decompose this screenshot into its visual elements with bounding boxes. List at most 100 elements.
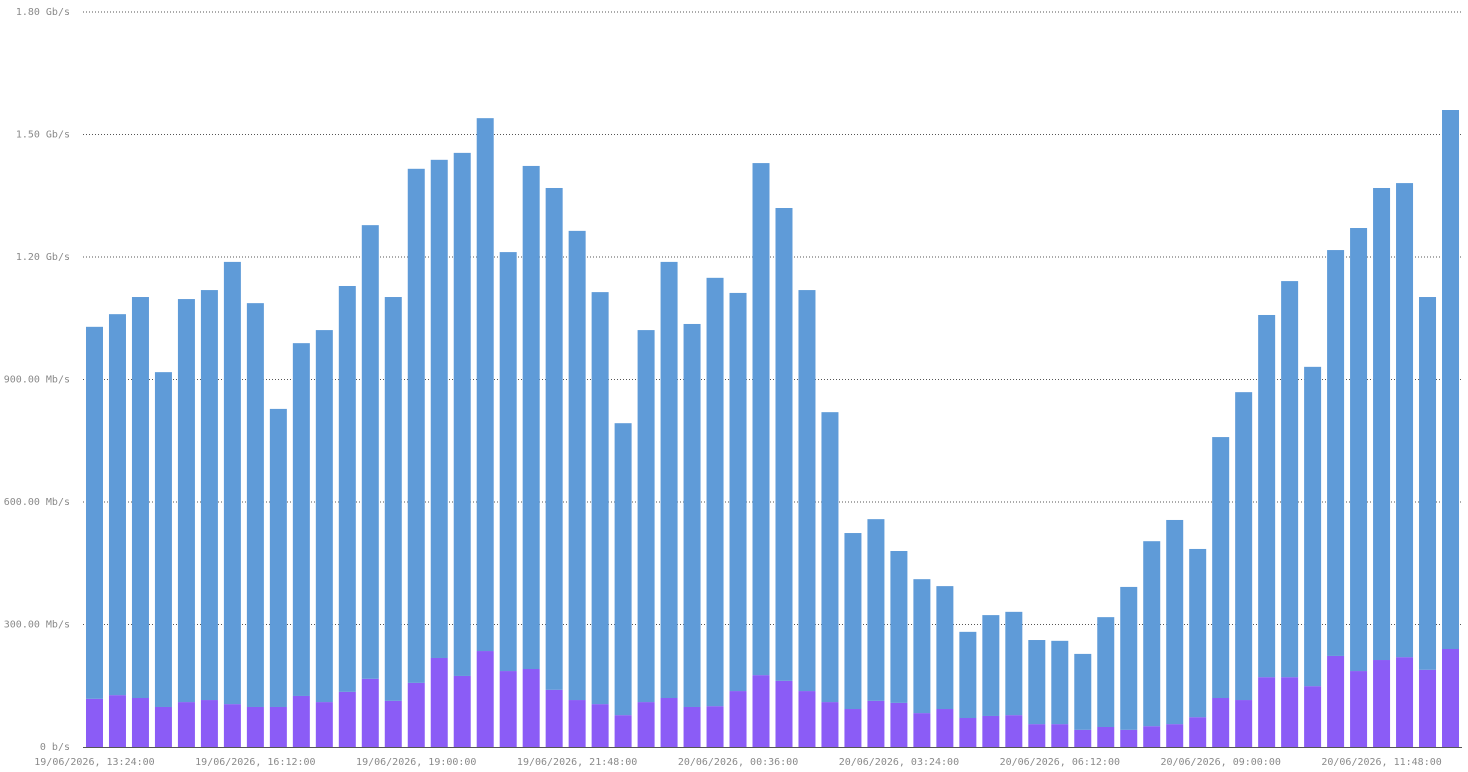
bar-segment: [913, 579, 931, 714]
bar-segment: [200, 700, 218, 747]
bar-segment: [1235, 392, 1253, 701]
bar-segment: [338, 285, 356, 692]
bar-segment: [315, 330, 333, 703]
bar-segment: [384, 700, 402, 747]
y-tick-label: 1.20 Gb/s: [16, 252, 70, 263]
bar-segment: [1419, 297, 1437, 670]
bar-segment: [1396, 657, 1414, 747]
bar-segment: [85, 326, 103, 699]
bar-segment: [1419, 669, 1437, 747]
bar-segment: [1350, 671, 1368, 747]
y-tick-label: 1.50 Gb/s: [16, 130, 70, 141]
bar-segment: [913, 713, 931, 747]
bar-segment: [982, 715, 1000, 747]
bar-segment: [108, 314, 126, 696]
bar-segment: [177, 702, 195, 747]
bar-segment: [246, 706, 264, 747]
x-tick-label: 19/06/2026, 19:00:00: [356, 757, 476, 768]
bar-segment: [453, 152, 471, 676]
y-tick-label: 900.00 Mb/s: [4, 375, 70, 386]
bar-segment: [1166, 724, 1184, 747]
bar-segment: [1258, 314, 1276, 678]
bar-segment: [177, 299, 195, 703]
bar-segment: [1212, 698, 1230, 747]
bar-segment: [1005, 715, 1023, 747]
x-tick-label: 20/06/2026, 09:00:00: [1160, 757, 1280, 768]
bar-segment: [752, 163, 770, 676]
bar-segment: [706, 706, 724, 747]
bar-segment: [798, 290, 816, 692]
bar-segment: [108, 695, 126, 747]
bar-segment: [476, 651, 494, 747]
bar-segment: [407, 168, 425, 683]
bar-segment: [499, 671, 517, 747]
bar-segment: [752, 675, 770, 747]
x-tick-label: 19/06/2026, 13:24:00: [34, 757, 154, 768]
bar-segment: [1442, 649, 1460, 747]
bar-segment: [706, 277, 724, 707]
y-tick-label: 0 b/s: [40, 742, 70, 753]
bar-segment: [315, 702, 333, 747]
bar-segment: [844, 709, 862, 747]
bar-segment: [1281, 677, 1299, 747]
bar-segment: [660, 261, 678, 698]
bar-segment: [1189, 548, 1207, 718]
bar-segment: [545, 187, 563, 690]
bar-segment: [453, 675, 471, 747]
bar-segment: [867, 700, 885, 747]
x-tick-label: 20/06/2026, 11:48:00: [1321, 757, 1441, 768]
x-tick-label: 20/06/2026, 00:36:00: [678, 757, 798, 768]
bar-segment: [683, 323, 701, 707]
bar-segment: [131, 297, 149, 698]
bar-segment: [499, 252, 517, 672]
bar-segment: [154, 706, 172, 747]
bar-segment: [131, 698, 149, 747]
bar-segment: [361, 678, 379, 747]
bar-segment: [545, 689, 563, 747]
bar-segment: [430, 159, 448, 658]
bar-segment: [1074, 653, 1092, 730]
bar-segment: [246, 303, 264, 707]
bar-segment: [407, 682, 425, 747]
bar-segment: [430, 657, 448, 747]
bar-segment: [1281, 281, 1299, 678]
bar-segment: [1304, 366, 1322, 687]
bar-segment: [936, 709, 954, 747]
bar-segment: [200, 290, 218, 701]
bar-segment: [1350, 228, 1368, 672]
y-tick-label: 600.00 Mb/s: [4, 497, 70, 508]
bar-segment: [1327, 655, 1345, 747]
bar-segment: [660, 698, 678, 747]
bar-segment: [591, 704, 609, 747]
bar-segment: [890, 551, 908, 703]
bar-segment: [223, 704, 241, 747]
bar-segment: [729, 292, 747, 692]
bar-segment: [476, 118, 494, 652]
bar-segment: [522, 669, 540, 747]
bar-segment: [1304, 686, 1322, 747]
bar-segment: [361, 225, 379, 679]
bar-segment: [1143, 541, 1161, 727]
bar-segment: [821, 412, 839, 703]
bar-segment: [292, 695, 310, 747]
bar-segment: [775, 680, 793, 747]
x-tick-label: 19/06/2026, 16:12:00: [195, 757, 315, 768]
bar-segment: [1258, 677, 1276, 747]
x-tick-label: 19/06/2026, 21:48:00: [517, 757, 637, 768]
bar-segment: [936, 586, 954, 710]
bar-segment: [1235, 700, 1253, 747]
bar-segment: [1212, 437, 1230, 698]
bar-segment: [821, 702, 839, 747]
bar-segment: [1097, 617, 1115, 727]
bar-segment: [223, 261, 241, 705]
bar-segment: [1051, 724, 1069, 747]
bar-segment: [959, 718, 977, 747]
bar-segment: [1074, 729, 1092, 747]
bar-segment: [844, 533, 862, 710]
bar-segment: [1051, 640, 1069, 725]
bar-segment: [637, 702, 655, 747]
bar-segment: [1120, 729, 1138, 747]
bar-segment: [1373, 660, 1391, 747]
bar-segment: [568, 700, 586, 747]
bar-segment: [384, 297, 402, 701]
